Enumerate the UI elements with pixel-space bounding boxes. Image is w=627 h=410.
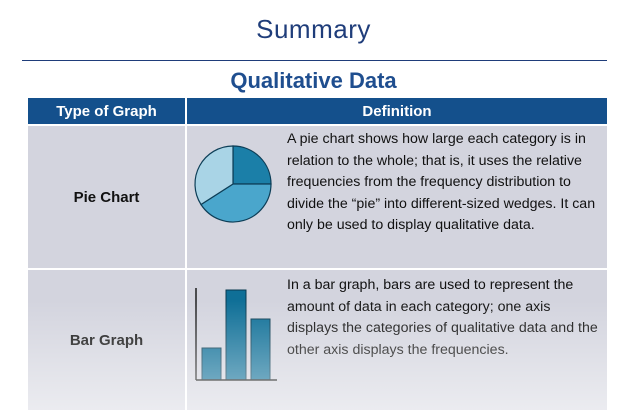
table-row-pie-chart-type: Pie Chart [28, 126, 185, 268]
pie-slice-dark [232, 145, 272, 185]
table-row-bar-graph-definition-cell: In a bar graph, bars are used to represe… [187, 270, 607, 410]
bar-graph-definition: In a bar graph, bars are used to represe… [287, 277, 598, 358]
header-definition: Definition [187, 98, 607, 124]
table-row-bar-graph-type: Bar Graph [28, 270, 185, 410]
pie-slice-light [194, 145, 234, 206]
pie-chart-icon [194, 145, 272, 223]
bar-3 [250, 318, 271, 381]
table-row-pie-chart-definition-cell: A pie chart shows how large each categor… [187, 126, 607, 268]
bar-1 [201, 347, 222, 381]
bar-2 [225, 289, 247, 381]
header-type-of-graph: Type of Graph [28, 98, 185, 124]
bar-graph-icon [195, 288, 277, 381]
title-divider [22, 60, 607, 61]
table-header-row: Type of Graph Definition [28, 98, 607, 124]
summary-table: Type of Graph Definition Pie Chart A pie… [28, 98, 607, 410]
slide-subtitle: Qualitative Data [230, 68, 397, 93]
slide-title: Summary [256, 14, 371, 44]
pie-chart-definition: A pie chart shows how large each categor… [287, 131, 596, 233]
